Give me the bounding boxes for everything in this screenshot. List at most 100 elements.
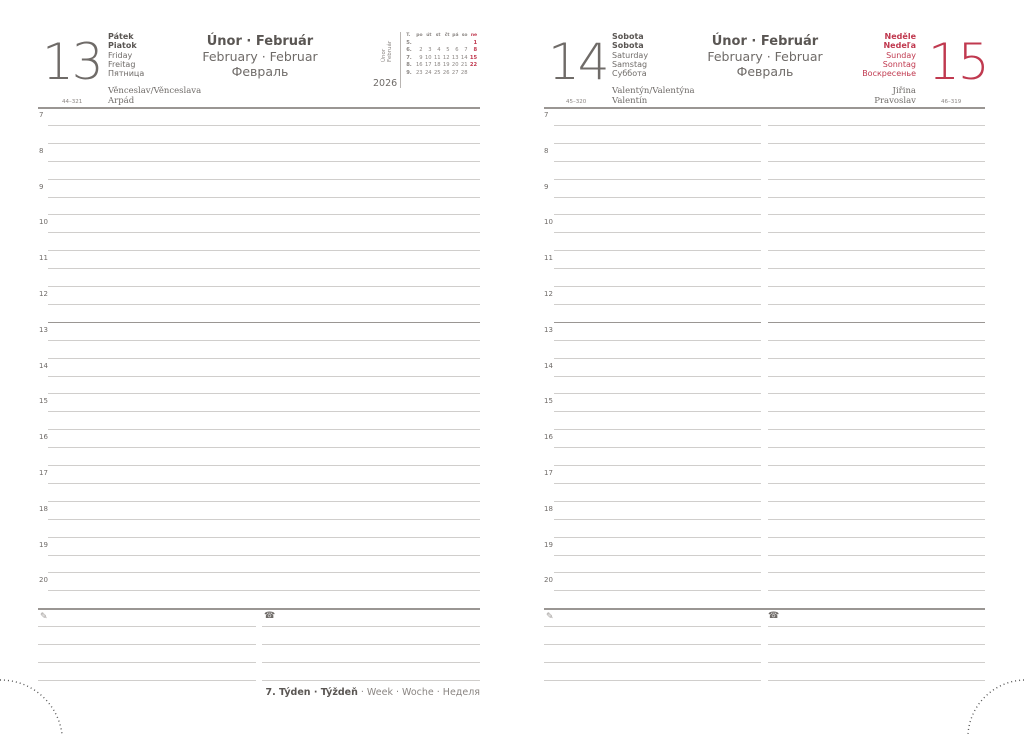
calendar-day <box>424 40 433 48</box>
day-name-cz: Sobota <box>612 32 644 41</box>
calendar-day: 1 <box>473 39 478 46</box>
hour-line <box>768 590 985 592</box>
hour-line <box>554 465 761 466</box>
calendar-day: st <box>435 33 441 38</box>
hour-line <box>48 286 480 287</box>
day-count-sunday: 46–319 <box>941 99 962 105</box>
contacts-line <box>262 680 480 682</box>
calendar-day: 14 <box>460 54 468 61</box>
hour-line <box>48 572 480 574</box>
calendar-day: 9 <box>419 54 423 61</box>
notes-line <box>544 662 761 664</box>
mini-calendar-year: 2026 <box>373 78 398 89</box>
name-days-saturday: Valentýn/Valentýna Valentín <box>612 86 695 106</box>
hour-line <box>554 429 761 431</box>
week-number: 7. <box>406 54 412 61</box>
month-cz-sk: Únor · Február <box>711 34 819 49</box>
hour-label: 9 <box>544 182 549 191</box>
day-number-sunday: 15 <box>928 33 990 91</box>
hour-label: 14 <box>39 361 48 370</box>
calendar-day <box>460 40 469 48</box>
calendar-day: čt <box>444 33 450 38</box>
hour-label: 10 <box>39 218 48 227</box>
calendar-day: 27 <box>451 69 459 76</box>
corner-decoration-left <box>0 679 63 734</box>
calendar-day: 17 <box>424 62 432 69</box>
month-title: Únor · Február February · Februar Феврал… <box>180 34 340 79</box>
day-name-sk: Sobota <box>612 41 644 51</box>
hour-line <box>768 357 985 359</box>
hour-line <box>554 357 761 359</box>
hour-line <box>768 375 985 377</box>
day-name-ru: Суббота <box>612 69 647 79</box>
name-days: Věnceslav/Věnceslava Arpád <box>108 86 201 106</box>
hour-line <box>768 429 985 431</box>
hour-line <box>554 250 761 252</box>
day-number-saturday: 14 <box>548 33 610 91</box>
hour-label: 18 <box>39 504 48 513</box>
hour-line <box>768 214 985 216</box>
hour-line <box>554 482 761 484</box>
mini-calendar-week: 9. 23 24 25 26 27 28 <box>405 70 478 78</box>
hour-line <box>48 250 480 252</box>
notes-line <box>38 680 256 682</box>
week-label: 7. Týden · Týždeň · Week · Woche · Недел… <box>265 687 480 698</box>
hour-line <box>768 447 985 449</box>
hour-line <box>48 303 480 305</box>
hour-line <box>48 465 480 466</box>
hour-line <box>768 160 985 162</box>
hour-label: 9 <box>39 182 44 191</box>
calendar-day: 19 <box>442 62 450 69</box>
hour-line <box>554 536 761 538</box>
day-name-ru: Воскресенье <box>862 69 916 79</box>
hour-line <box>48 518 480 520</box>
mini-calendar-label: Únor Február <box>381 40 393 62</box>
hour-label: 11 <box>544 254 553 263</box>
header-rule <box>38 107 480 109</box>
hour-label: 17 <box>544 469 553 477</box>
hour-line <box>768 303 985 305</box>
pencil-icon: ✎ <box>546 612 554 623</box>
day-name-de: Sonntag <box>882 59 916 69</box>
notes-line <box>544 626 761 628</box>
hour-line <box>554 196 761 198</box>
calendar-day: 16 <box>415 62 423 69</box>
hour-line <box>554 393 761 395</box>
hour-line <box>554 590 761 592</box>
hour-line <box>48 178 480 180</box>
name-day: Pravoslav <box>874 96 916 106</box>
hour-label: 18 <box>544 504 553 513</box>
contacts-line <box>768 626 985 628</box>
name-days-sunday: Jiřina Pravoslav <box>874 86 916 106</box>
hour-line <box>48 393 480 395</box>
phone-icon: ☎ <box>264 611 276 622</box>
hour-label: 8 <box>544 146 549 155</box>
calendar-day: 7 <box>464 47 468 54</box>
hour-line <box>48 321 480 324</box>
hour-line <box>554 518 761 520</box>
hour-line <box>48 160 480 162</box>
day-name-ru: Пятница <box>108 69 145 79</box>
hour-label: 15 <box>39 397 48 406</box>
hour-line <box>554 411 761 413</box>
hour-line <box>554 303 761 305</box>
name-day: Jiřina <box>892 86 916 96</box>
month-cz-sk: Únor · Február <box>206 34 314 49</box>
contacts-line <box>768 644 985 646</box>
calendar-day <box>442 40 451 48</box>
hour-line <box>768 536 985 538</box>
hour-line <box>768 572 985 574</box>
calendar-day: 20 <box>451 62 459 69</box>
hour-label: 7 <box>544 111 549 119</box>
hour-label: 14 <box>544 361 553 370</box>
name-day: Valentín <box>612 96 648 106</box>
hour-line <box>768 518 985 520</box>
calendar-day: 15 <box>469 54 478 61</box>
hour-label: 16 <box>39 433 48 442</box>
calendar-day: 28 <box>460 69 468 76</box>
hour-label: 12 <box>544 290 553 298</box>
hour-line <box>768 286 985 287</box>
hour-line <box>48 554 480 556</box>
hour-line <box>554 214 761 216</box>
day-name-en: Saturday <box>612 50 649 60</box>
